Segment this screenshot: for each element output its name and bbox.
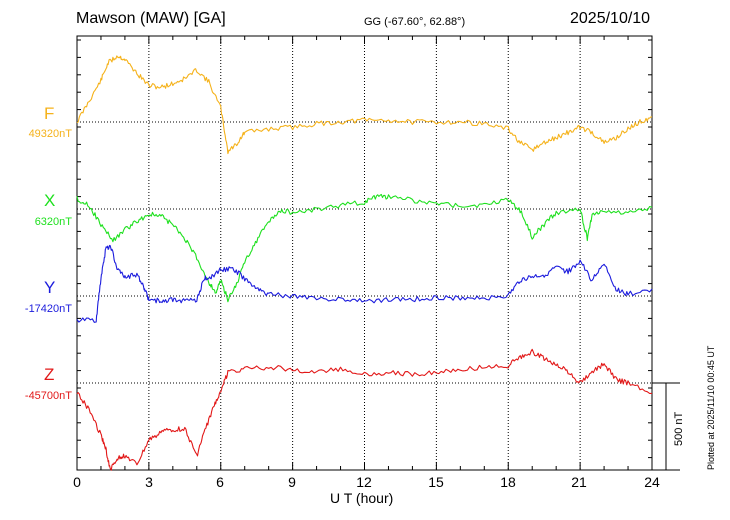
x-axis-label: U T (hour) (330, 490, 394, 506)
plotted-timestamp: Plotted at 2025/11/10 00:45 UT (706, 345, 716, 470)
x-tick-label: 15 (428, 474, 444, 490)
series-label-z: Z (44, 365, 55, 384)
baseline-label-z: -45700nT (24, 390, 72, 402)
x-tick-label: 21 (571, 474, 587, 490)
date-label: 2025/10/10 (570, 10, 651, 27)
series-label-y: Y (44, 278, 56, 297)
x-tick-label: 3 (145, 474, 153, 490)
series-line-y (76, 244, 653, 323)
baseline-label-f: 49320nT (28, 128, 72, 140)
grid-lines (77, 36, 652, 470)
series-line-f (76, 55, 653, 155)
x-tick-label: 18 (500, 474, 516, 490)
series-line-z (76, 348, 652, 471)
series-label-x: X (44, 191, 56, 210)
baseline-label-x: 6320nT (34, 216, 72, 228)
x-tick-label: 6 (216, 474, 224, 490)
scale-bar (652, 382, 680, 471)
series-label-f: F (44, 104, 55, 123)
baseline-label-y: -17420nT (24, 303, 72, 315)
series-lines (76, 55, 653, 471)
plot-frame (76, 35, 653, 471)
coordinates-label: GG (-67.60°, 62.88°) (364, 16, 466, 28)
scale-label: 500 nT (673, 411, 685, 446)
x-tick-label: 12 (356, 474, 372, 490)
x-tick-label: 9 (288, 474, 296, 490)
x-tick-label: 0 (73, 474, 81, 490)
series-line-x (76, 193, 653, 303)
station-title: Mawson (MAW) [GA] (76, 10, 226, 27)
x-tick-label: 24 (644, 474, 660, 490)
